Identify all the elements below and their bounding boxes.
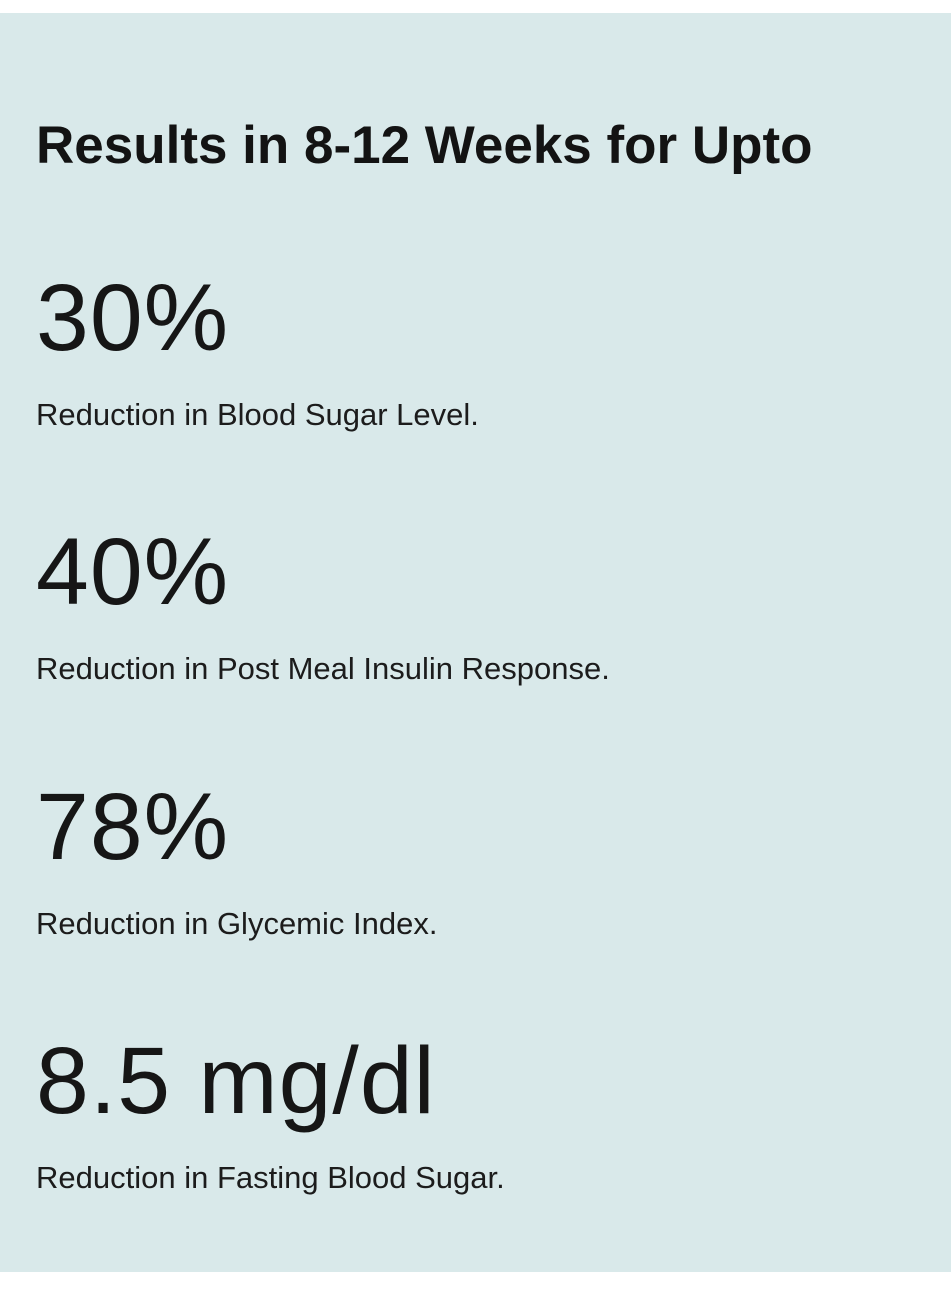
stat-value: 40% — [36, 519, 230, 626]
stat-value: 30% — [36, 264, 230, 371]
stat-glycemic-index: 78% Reduction in Glycemic Index. — [36, 773, 911, 944]
results-section: Results in 8-12 Weeks for Upto 30% Reduc… — [0, 13, 951, 1272]
stat-value: 78% — [36, 773, 230, 880]
section-title: Results in 8-12 Weeks for Upto — [36, 116, 813, 175]
stat-blood-sugar-level: 30% Reduction in Blood Sugar Level. — [36, 264, 911, 435]
stat-post-meal-insulin: 40% Reduction in Post Meal Insulin Respo… — [36, 525, 911, 689]
stat-label: Reduction in Fasting Blood Sugar. — [36, 1159, 505, 1195]
stat-fasting-blood-sugar: 8.5 mg/dl Reduction in Fasting Blood Sug… — [36, 1027, 911, 1198]
stat-label: Reduction in Post Meal Insulin Response. — [36, 651, 610, 687]
stat-label: Reduction in Glycemic Index. — [36, 905, 438, 941]
stat-value: 8.5 mg/dl — [36, 1027, 436, 1134]
stat-label: Reduction in Blood Sugar Level. — [36, 396, 479, 432]
